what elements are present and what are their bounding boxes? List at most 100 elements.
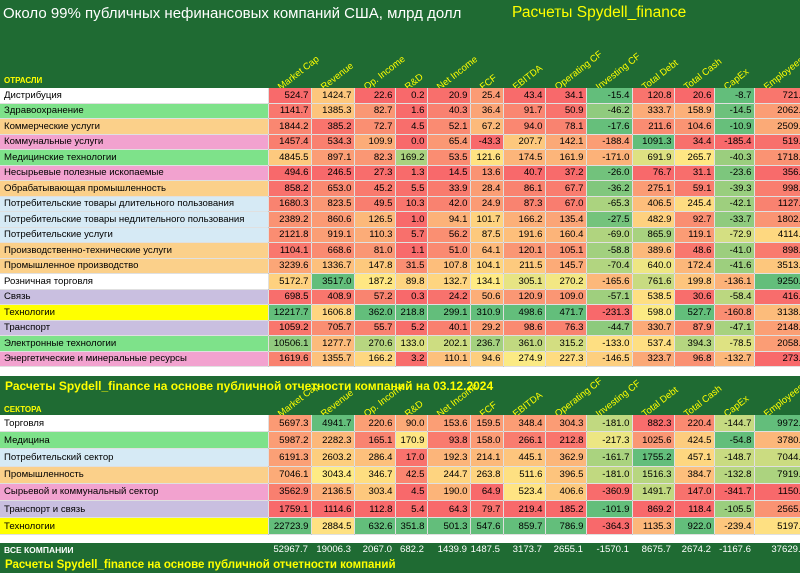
value-cell: 263.8 xyxy=(470,466,504,484)
value-cell: 2389.2 xyxy=(268,211,312,228)
value-cell: 190.0 xyxy=(427,483,471,501)
value-cell: -41.0 xyxy=(714,242,755,259)
totals-value: 37629.6 xyxy=(771,544,800,555)
value-cell: 64.3 xyxy=(427,500,471,519)
value-cell: 172.4 xyxy=(674,258,715,274)
value-cell: 96.8 xyxy=(674,351,715,367)
value-cell: -132.7 xyxy=(714,351,755,367)
value-cell: 1355.7 xyxy=(311,351,355,367)
column-header: Op. Income xyxy=(362,53,408,93)
value-cell: 385.2 xyxy=(311,118,355,135)
value-cell: -39.3 xyxy=(714,180,755,197)
row-label: Потребительские услуги xyxy=(0,227,269,243)
table-row: Технологии 22723.9 2884.5 632.6 351.8 501.3 54… xyxy=(0,517,800,536)
value-cell: 882.3 xyxy=(632,415,675,433)
value-cell: -43.3 xyxy=(470,134,504,150)
value-cell: 89.8 xyxy=(395,273,428,290)
value-cell: 270.2 xyxy=(545,273,587,290)
value-cell: -70.4 xyxy=(586,258,633,274)
value-cell: 519.5 xyxy=(754,134,800,150)
value-cell: 303.4 xyxy=(354,483,396,501)
value-cell: 1.6 xyxy=(395,103,428,119)
value-cell: 310.9 xyxy=(470,304,504,321)
value-cell: 45.2 xyxy=(354,180,396,197)
value-cell: 218.8 xyxy=(395,304,428,321)
value-cell: 5172.7 xyxy=(268,273,312,290)
value-cell: 860.6 xyxy=(311,211,355,228)
value-cell: 273.9 xyxy=(754,351,800,367)
value-cell: 0.0 xyxy=(395,134,428,150)
totals-value: 52967.7 xyxy=(273,544,308,555)
value-cell: 270.6 xyxy=(354,335,396,352)
value-cell: 4114.1 xyxy=(754,227,800,243)
value-cell: 34.4 xyxy=(674,134,715,150)
value-cell: 698.5 xyxy=(268,289,312,305)
column-header: Employees (тыс) xyxy=(762,40,800,93)
value-cell: 219.4 xyxy=(503,500,546,519)
value-cell: 1.3 xyxy=(395,165,428,181)
value-cell: -217.3 xyxy=(586,431,633,450)
value-cell: -146.5 xyxy=(586,351,633,367)
page-title: Около 99% публичных нефинансовых компани… xyxy=(3,5,462,22)
table-row: Медицинские технологии 4845.5 897.1 82.3 169… xyxy=(0,149,800,166)
value-cell: 1150.4 xyxy=(754,483,800,501)
value-cell: 101.7 xyxy=(470,211,504,228)
value-cell: 14.5 xyxy=(427,165,471,181)
row-label: Транспорт и связь xyxy=(0,500,269,519)
row-label: Технологии xyxy=(0,517,269,536)
value-cell: 2121.8 xyxy=(268,227,312,243)
value-cell: 1619.6 xyxy=(268,351,312,367)
value-cell: 107.8 xyxy=(427,258,471,274)
value-cell: -160.8 xyxy=(714,304,755,321)
value-cell: 3239.6 xyxy=(268,258,312,274)
value-cell: 207.7 xyxy=(503,134,546,150)
value-cell: 1059.2 xyxy=(268,320,312,336)
value-cell: 145.7 xyxy=(545,258,587,274)
value-cell: 1759.1 xyxy=(268,500,312,519)
value-cell: 786.9 xyxy=(545,517,587,536)
value-cell: -185.4 xyxy=(714,134,755,150)
row-label: Несырьевые полезные ископаемые xyxy=(0,165,269,181)
value-cell: 7046.1 xyxy=(268,466,312,484)
value-cell: -341.7 xyxy=(714,483,755,501)
value-cell: -105.5 xyxy=(714,500,755,519)
value-cell: 191.6 xyxy=(503,227,546,243)
value-cell: 865.9 xyxy=(632,227,675,243)
value-cell: 351.8 xyxy=(395,517,428,536)
row-label: Электронные технологии xyxy=(0,335,269,352)
value-cell: 55.7 xyxy=(354,320,396,336)
value-cell: 1606.8 xyxy=(311,304,355,321)
value-cell: -231.3 xyxy=(586,304,633,321)
value-cell: 3780.5 xyxy=(754,431,800,450)
value-cell: 286.4 xyxy=(354,448,396,467)
value-cell: -14.5 xyxy=(714,103,755,119)
value-cell: 384.7 xyxy=(674,466,715,484)
value-cell: 109.9 xyxy=(354,134,396,150)
source-note-bottom: Расчеты Spydell_finance на основе публич… xyxy=(0,558,800,573)
value-cell: 94.1 xyxy=(427,211,471,228)
value-cell: -133.0 xyxy=(586,335,633,352)
value-cell: 12217.7 xyxy=(268,304,312,321)
value-cell: 134.1 xyxy=(470,273,504,290)
value-cell: 7919.6 xyxy=(754,466,800,484)
value-cell: 348.4 xyxy=(503,415,546,433)
value-cell: -144.7 xyxy=(714,415,755,433)
value-cell: 330.7 xyxy=(632,320,675,336)
value-cell: 49.5 xyxy=(354,196,396,212)
row-label: Потребительский сектор xyxy=(0,448,269,467)
value-cell: 153.6 xyxy=(427,415,471,433)
value-cell: 7044.7 xyxy=(754,448,800,467)
value-cell: 91.7 xyxy=(503,103,546,119)
value-cell: 362.0 xyxy=(354,304,396,321)
value-cell: 4941.7 xyxy=(311,415,355,433)
value-cell: -148.7 xyxy=(714,448,755,467)
table-row: Электронные технологии 10506.1 1277.7 270.6… xyxy=(0,335,800,352)
value-cell: 1844.2 xyxy=(268,118,312,135)
value-cell: 29.2 xyxy=(470,320,504,336)
value-cell: 323.7 xyxy=(632,351,675,367)
value-cell: 4845.5 xyxy=(268,149,312,166)
table-row: Промышленность 7046.1 3043.4 346.7 42.5 244.7… xyxy=(0,466,800,484)
value-cell: 10.3 xyxy=(395,196,428,212)
value-cell: 897.1 xyxy=(311,149,355,166)
value-cell: 1141.7 xyxy=(268,103,312,119)
